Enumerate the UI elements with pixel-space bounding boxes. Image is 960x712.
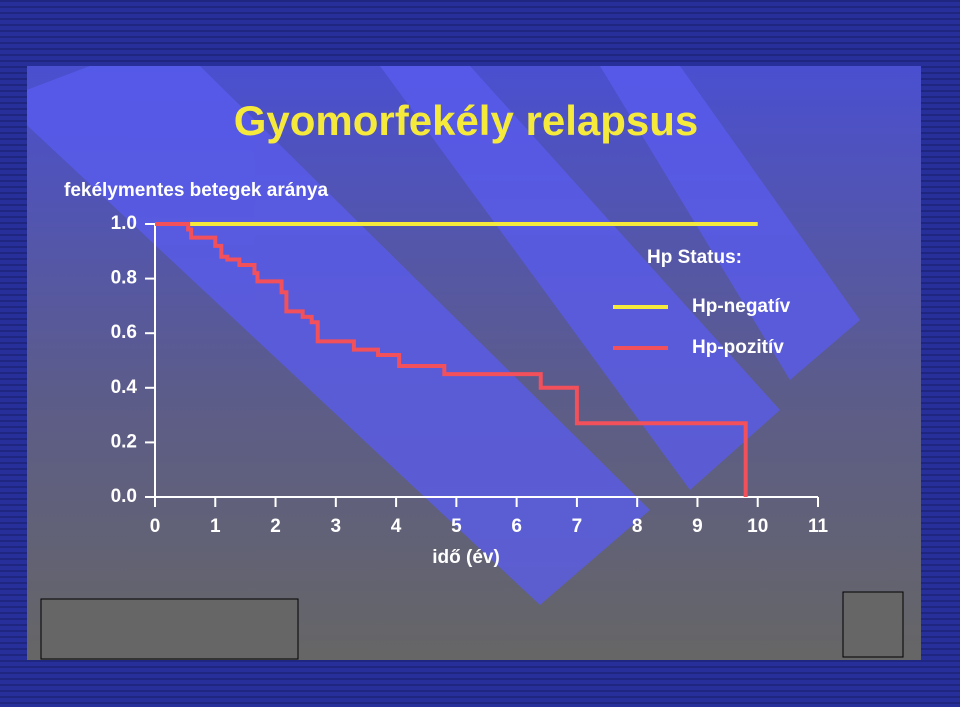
box [842,591,904,658]
x-tick-label: 0 [150,516,161,537]
x-tick-label: 11 [808,516,829,537]
y-tick-label: 0.4 [111,377,138,398]
x-tick-label: 8 [632,516,643,537]
chart-title: Gyomorfekély relapsus [234,97,699,144]
x-tick-label: 10 [747,516,768,537]
legend-title: Hp Status: [647,247,742,268]
box [40,598,299,660]
x-tick-label: 4 [391,516,402,537]
y-tick-label: 0.8 [111,268,137,289]
y-tick-label: 0.2 [111,431,137,452]
x-tick-label: 3 [331,516,342,537]
y-axis-label: fekélymentes betegek aránya [64,180,328,201]
legend-label: Hp-pozitív [692,337,784,358]
x-tick-label: 2 [270,516,281,537]
x-tick-label: 6 [511,516,522,537]
legend-label: Hp-negatív [692,296,791,317]
y-tick-label: 1.0 [111,213,137,234]
x-tick-label: 9 [692,516,703,537]
x-tick-label: 1 [210,516,221,537]
y-tick-label: 0.0 [111,486,137,507]
series-line [155,222,748,497]
y-tick-label: 0.6 [111,322,137,343]
x-tick-label: 5 [451,516,462,537]
x-axis-label: idő (év) [432,547,500,568]
x-tick-label: 7 [572,516,583,537]
